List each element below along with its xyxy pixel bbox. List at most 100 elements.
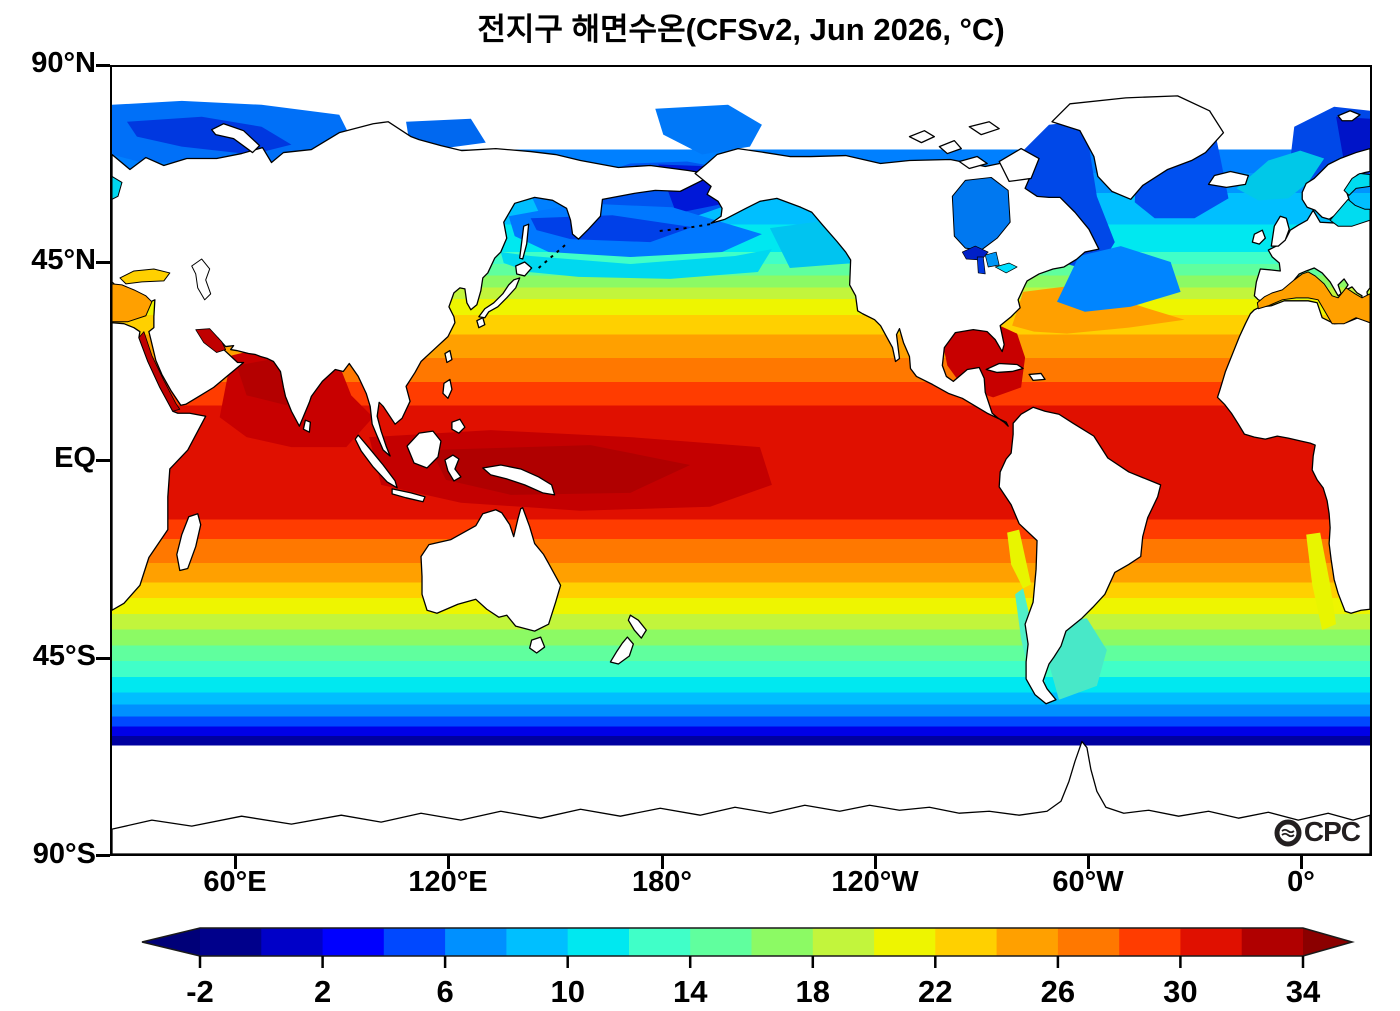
xtick-0 [1300, 856, 1303, 869]
sulawesi [444, 454, 462, 482]
colorbar-seg [690, 928, 752, 956]
map-plot-area: CPC [110, 65, 1372, 856]
colorbar-arrow-right [1303, 928, 1352, 956]
svg-text:30: 30 [1163, 974, 1197, 1009]
red-sea [138, 331, 181, 412]
ylabel-eq: EQ [54, 442, 96, 474]
arctic-island-3 [968, 121, 1000, 136]
baffin-island [998, 147, 1040, 183]
mindanao [451, 418, 466, 434]
svg-text:6: 6 [436, 974, 453, 1009]
ytick-90s [96, 854, 110, 857]
island-chains [537, 223, 711, 269]
colorbar-seg [261, 928, 324, 956]
xtick-120e [447, 856, 450, 869]
figure-title: 전지구 해면수온(CFSv2, Jun 2026, °C) [477, 12, 1005, 47]
arctic-island-1 [908, 130, 936, 144]
colorbar-seg [1057, 928, 1120, 956]
ylabel-45n: 45°N [31, 244, 96, 276]
xtick-60w [1087, 856, 1090, 869]
lake-michigan [976, 256, 986, 275]
xlabel-120w: 120°W [831, 866, 919, 898]
ylabel-45s: 45°S [32, 640, 96, 672]
colorbar-seg [935, 928, 998, 956]
xlabel-120e: 120°E [408, 866, 488, 898]
sakhalin [519, 223, 530, 260]
colorbar-seg [874, 928, 936, 956]
lake-huron [984, 251, 1000, 268]
caspian-sea [191, 258, 212, 301]
ylabel-90n: 90°N [31, 47, 96, 79]
svg-text:34: 34 [1286, 974, 1321, 1009]
gulf-of-bothnia [1343, 172, 1370, 196]
eurasia [112, 121, 707, 457]
sumatra [354, 434, 398, 489]
aleutian-islands [658, 223, 711, 233]
ytick-90n [96, 64, 110, 67]
colorbar-seg [629, 928, 691, 956]
colorbar-seg [751, 928, 814, 956]
colorbar-labels: -2 2 6 10 14 18 22 26 30 34 [186, 974, 1321, 1009]
cuba [985, 362, 1024, 374]
taiwan [444, 349, 453, 364]
colorbar-seg [200, 928, 262, 956]
svg-text:2: 2 [314, 974, 331, 1009]
svg-text:10: 10 [550, 974, 584, 1009]
lake-erie-ontario [994, 262, 1018, 274]
xlabel-60w: 60°W [1052, 866, 1124, 898]
arctic-island-4 [958, 155, 988, 170]
black-sea [119, 268, 171, 285]
hokkaido [515, 261, 533, 277]
colorbar-seg [567, 928, 630, 956]
colorbar-seg [383, 928, 446, 956]
africa-left [112, 322, 207, 611]
hispaniola [1028, 372, 1046, 382]
baltic-sea [1329, 198, 1370, 227]
java [391, 488, 426, 503]
colorbar-seg [322, 928, 385, 956]
novaya-zemlya [211, 123, 261, 154]
antarctica [112, 740, 1370, 854]
kyushu [476, 317, 486, 329]
world-sst-map [112, 67, 1370, 854]
ylabel-90s: 90°S [32, 838, 96, 870]
sri-lanka [302, 419, 312, 433]
colorbar-seg [1241, 928, 1303, 956]
kuril-islands [537, 241, 570, 269]
australia [420, 507, 562, 632]
svg-text:-2: -2 [186, 974, 214, 1009]
colorbar: -2 2 6 10 14 18 22 26 30 34 [141, 927, 1355, 1009]
colorbar-seg [812, 928, 875, 956]
svalbard [1337, 110, 1361, 122]
cpc-globe-icon [1274, 819, 1302, 847]
ytick-45s [96, 657, 110, 660]
ytick-45n [96, 261, 110, 264]
south-america [998, 406, 1162, 705]
gulf-of-bothnia-left-edge [112, 175, 123, 200]
xlabel-180: 180° [632, 866, 692, 898]
colorbar-seg [445, 928, 507, 956]
xlabel-60e: 60°E [203, 866, 267, 898]
new-zealand-south [609, 636, 634, 665]
greenland [1051, 95, 1225, 200]
xlabel-0: 0° [1287, 866, 1315, 898]
colorbar-seg [1119, 928, 1181, 956]
cpc-logo-text: CPC [1303, 816, 1361, 847]
svg-text:18: 18 [796, 974, 830, 1009]
honshu [478, 277, 521, 319]
xtick-120w [874, 856, 877, 869]
new-guinea [482, 464, 556, 496]
tasmania [529, 636, 546, 654]
colorbar-seg [506, 928, 569, 956]
ytick-eq [96, 459, 110, 462]
great-britain [1270, 215, 1290, 247]
mediterranean-right [1256, 271, 1370, 325]
colorbar-seg [996, 928, 1059, 956]
cpc-logo: CPC [1273, 816, 1361, 848]
inland-seas-and-lakes [112, 172, 1370, 412]
new-zealand-north [627, 614, 647, 639]
xtick-180 [661, 856, 664, 869]
svg-text:14: 14 [673, 974, 708, 1009]
colorbar-ticks [198, 956, 1305, 968]
